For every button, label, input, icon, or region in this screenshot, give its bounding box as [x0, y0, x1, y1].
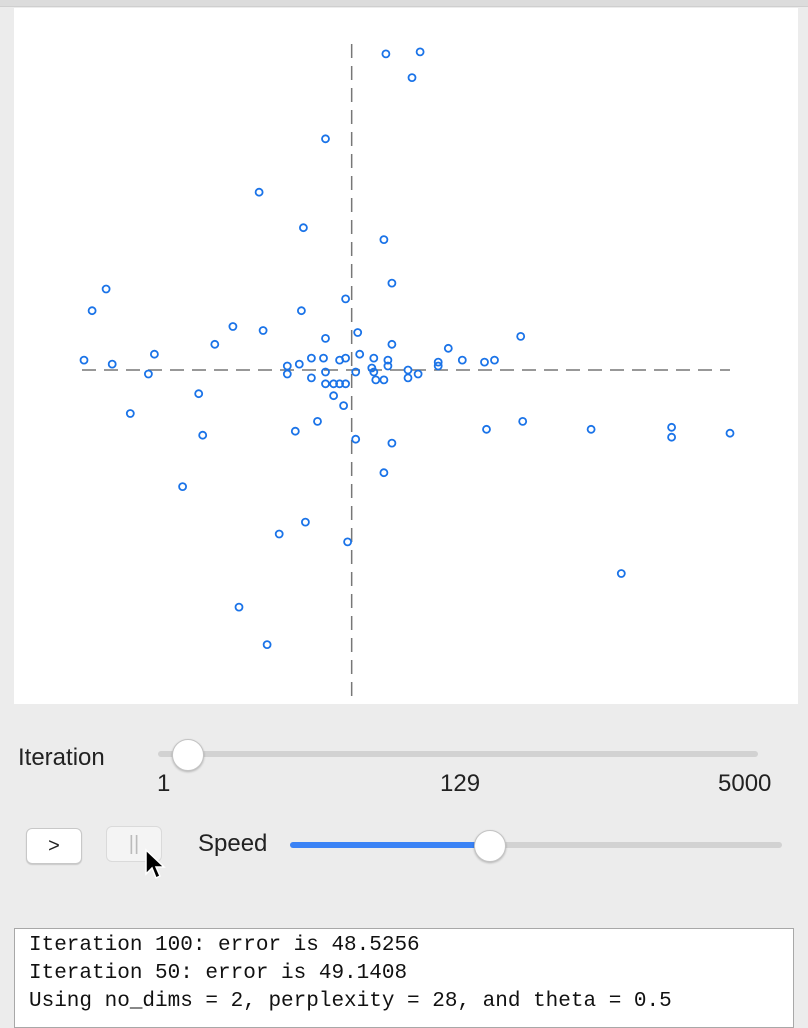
data-point [290, 426, 300, 436]
data-point [379, 235, 389, 245]
data-point [443, 343, 453, 353]
mouse-pointer-icon [145, 848, 166, 880]
data-point [371, 375, 381, 385]
data-point [306, 353, 316, 363]
data-point [306, 373, 316, 383]
data-point [79, 355, 89, 365]
data-point [143, 369, 153, 379]
log-line: Iteration 100: error is 48.5256 [29, 934, 420, 957]
data-point [381, 49, 391, 59]
data-point [341, 379, 351, 389]
data-point [210, 339, 220, 349]
data-point [369, 353, 379, 363]
data-point [383, 361, 393, 371]
scatter-plot-panel [14, 8, 798, 704]
iteration-label: Iteration [18, 744, 105, 771]
data-point [387, 278, 397, 288]
iteration-max-label: 5000 [718, 770, 772, 797]
data-point [351, 434, 361, 444]
data-point [178, 482, 188, 492]
data-point [457, 355, 467, 365]
data-point [516, 331, 526, 341]
data-point [482, 424, 491, 434]
data-point [254, 187, 264, 197]
data-point [725, 428, 735, 438]
data-point [194, 389, 204, 399]
data-point [667, 432, 676, 442]
data-point [355, 349, 365, 359]
scatter-plot [79, 44, 735, 696]
data-point [403, 373, 413, 383]
data-point [321, 134, 330, 144]
data-point [313, 416, 322, 426]
data-point [149, 349, 159, 359]
data-point [480, 357, 489, 367]
data-point [387, 438, 397, 448]
data-point [518, 416, 528, 426]
data-point [415, 47, 425, 57]
data-point [262, 640, 272, 649]
data-point [101, 284, 111, 294]
data-point [387, 339, 397, 349]
data-point [125, 409, 135, 418]
data-point [379, 375, 389, 385]
data-point [341, 353, 351, 363]
data-point [319, 353, 328, 363]
data-point [586, 424, 596, 434]
log-line: Using no_dims = 2, perplexity = 28, and … [29, 990, 672, 1013]
log-output: Iteration 100: error is 48.5256 Iteratio… [14, 928, 794, 1028]
data-point [343, 537, 353, 547]
data-point [321, 367, 330, 377]
speed-slider-fill [290, 842, 492, 848]
data-point [300, 517, 310, 527]
data-point [329, 379, 339, 389]
data-point [403, 365, 413, 375]
window-top-edge [0, 0, 808, 7]
speed-slider-track[interactable] [290, 842, 782, 848]
data-point [351, 367, 361, 377]
data-point [296, 306, 306, 316]
data-point [228, 322, 238, 331]
data-point [282, 369, 292, 379]
data-point [107, 359, 117, 369]
iteration-slider-knob[interactable] [172, 739, 204, 771]
data-point [321, 333, 330, 343]
data-point [353, 328, 363, 337]
data-point [667, 422, 676, 432]
data-point [339, 401, 349, 411]
data-point [433, 361, 443, 371]
data-point [274, 529, 284, 539]
data-point [616, 569, 626, 578]
iteration-slider-track[interactable] [158, 751, 758, 757]
data-point [258, 326, 268, 335]
data-point [234, 602, 244, 612]
data-point [282, 361, 292, 371]
data-point [369, 367, 379, 377]
speed-label: Speed [198, 830, 268, 857]
data-point [407, 73, 417, 82]
data-point [379, 468, 389, 478]
speed-slider-knob[interactable] [474, 830, 506, 862]
data-point [298, 223, 308, 233]
data-point [383, 355, 393, 365]
log-line: Iteration 50: error is 49.1408 [29, 962, 408, 985]
data-point [490, 355, 499, 365]
data-point [413, 369, 423, 379]
play-button[interactable]: > [26, 828, 82, 864]
data-point [294, 359, 304, 369]
data-point [433, 357, 443, 367]
iteration-current-label: 129 [440, 770, 481, 797]
data-point [198, 430, 208, 440]
data-point [341, 294, 351, 304]
data-point [321, 379, 330, 389]
data-point [87, 306, 97, 316]
data-point [329, 391, 339, 401]
data-point [335, 379, 345, 389]
iteration-min-label: 1 [157, 770, 171, 797]
